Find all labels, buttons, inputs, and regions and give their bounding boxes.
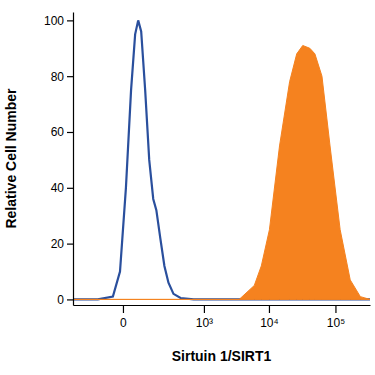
x-tick: 0	[120, 305, 127, 330]
y-tick-label: 80	[51, 70, 65, 84]
y-axis-title: Relative Cell Number	[3, 88, 19, 229]
y-tick-mark	[67, 76, 73, 77]
series-group	[73, 20, 370, 299]
y-tick-label: 40	[51, 181, 65, 195]
x-axis-line	[74, 305, 371, 306]
y-tick-mark	[67, 299, 73, 300]
y-tick-mark	[67, 20, 73, 21]
y-axis: 0 20 40 60 80 100	[44, 13, 74, 307]
x-tick-label: 10⁵	[327, 316, 345, 330]
y-tick-label: 0	[57, 293, 64, 307]
x-tick-mark	[269, 305, 270, 313]
y-tick: 20	[51, 237, 73, 251]
y-tick-label: 20	[51, 237, 65, 251]
y-tick: 80	[51, 70, 73, 84]
x-tick-label: 0	[120, 316, 127, 330]
line-series	[73, 20, 370, 299]
x-tick-mark	[335, 305, 336, 313]
x-tick-mark	[123, 305, 124, 313]
x-tick-mark	[204, 305, 205, 313]
x-tick: 10³	[196, 305, 213, 330]
area-series	[73, 45, 370, 299]
y-axis-line	[73, 13, 74, 306]
y-tick-mark	[67, 244, 73, 245]
chart: 0 10³ 10⁴ 10⁵ 0 20 40 60 80 100 Sirtuin 1/SIRT1 Rel…	[0, 0, 375, 375]
y-tick: 0	[57, 293, 73, 307]
x-tick-label: 10³	[196, 316, 213, 330]
y-tick: 100	[44, 14, 73, 28]
x-tick-label: 10⁴	[260, 316, 279, 330]
y-tick-mark	[67, 188, 73, 189]
x-axis-title: Sirtuin 1/SIRT1	[172, 348, 272, 364]
x-tick: 10⁴	[260, 305, 279, 330]
y-tick: 60	[51, 125, 73, 139]
y-tick-mark	[67, 132, 73, 133]
y-tick-label: 100	[44, 14, 64, 28]
plot: 0 10³ 10⁴ 10⁵ 0 20 40 60 80 100	[44, 13, 371, 330]
x-tick: 10⁵	[327, 305, 345, 330]
y-tick-label: 60	[51, 125, 65, 139]
y-tick: 40	[51, 181, 73, 195]
x-axis: 0 10³ 10⁴ 10⁵	[74, 305, 371, 330]
